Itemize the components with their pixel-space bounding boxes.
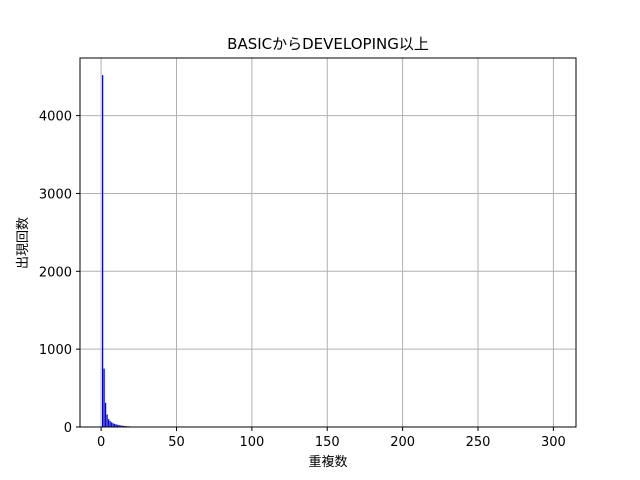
x-tick-label: 150 [315, 435, 340, 450]
bar [117, 424, 119, 427]
bar [111, 422, 113, 427]
y-tick-label: 1000 [39, 343, 72, 358]
bar [120, 425, 122, 427]
plot-frame [79, 57, 577, 428]
bar [115, 424, 117, 427]
y-tick-label: 4000 [39, 110, 72, 125]
x-tick-label: 50 [168, 435, 185, 450]
grid-lines [80, 58, 576, 428]
x-tick-label: 0 [97, 435, 105, 450]
bar [121, 425, 123, 427]
y-axis-label: 出現回数 [16, 217, 31, 269]
x-tick-label: 300 [541, 435, 566, 450]
y-tick-label: 0 [64, 421, 72, 436]
bar [112, 423, 114, 427]
x-tick-label: 250 [466, 435, 491, 450]
y-tick-label: 3000 [39, 187, 72, 202]
bar [109, 421, 111, 427]
chart-title: BASICからDEVELOPING以上 [227, 35, 429, 53]
y-tick-label: 2000 [39, 265, 72, 280]
bar [114, 423, 116, 427]
bar [123, 425, 125, 427]
bar [108, 419, 110, 427]
bar [118, 425, 120, 427]
bar [102, 75, 104, 427]
x-tick-label: 100 [239, 435, 264, 450]
bar [105, 402, 107, 427]
bar [106, 414, 108, 427]
bar [103, 368, 105, 427]
x-axis-label: 重複数 [308, 454, 347, 470]
x-tick-label: 200 [390, 435, 415, 450]
